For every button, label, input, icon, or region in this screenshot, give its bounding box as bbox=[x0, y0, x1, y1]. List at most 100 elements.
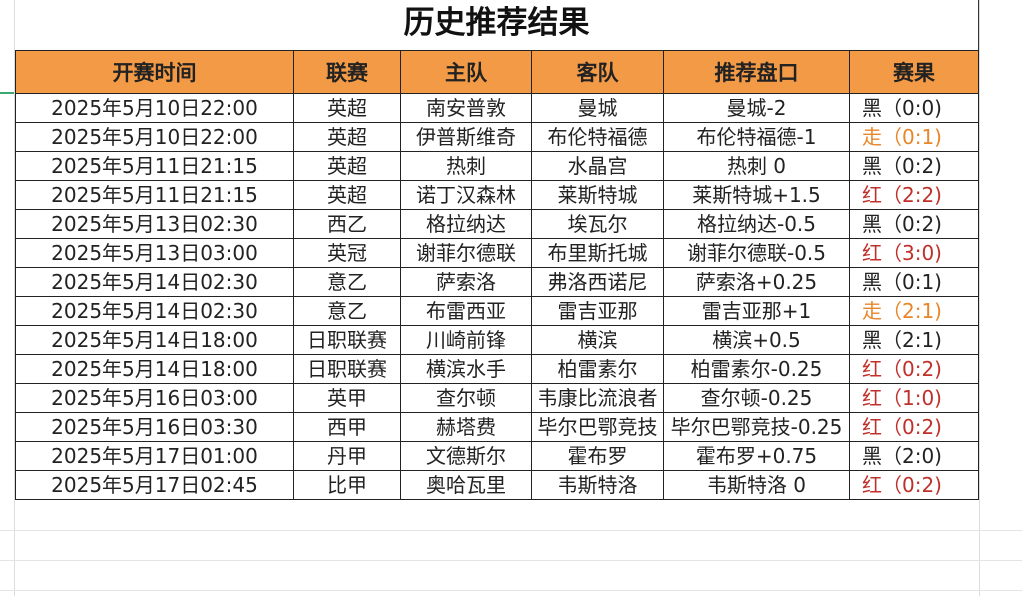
home-team-cell[interactable]: 伊普斯维奇 bbox=[400, 122, 532, 152]
home-team-cell[interactable]: 萨索洛 bbox=[400, 267, 532, 297]
result-cell[interactable]: 红（3:0) bbox=[849, 238, 979, 268]
header-result[interactable]: 赛果 bbox=[849, 50, 979, 94]
result-cell[interactable]: 红（1:0) bbox=[849, 383, 979, 413]
away-team-cell[interactable]: 水晶宫 bbox=[531, 151, 664, 181]
league-cell[interactable]: 英超 bbox=[293, 180, 401, 210]
result-cell[interactable]: 黑（0:2) bbox=[849, 209, 979, 239]
result-cell[interactable]: 黑（0:2) bbox=[849, 151, 979, 181]
pick-cell[interactable]: 谢菲尔德联-0.5 bbox=[663, 238, 850, 268]
time-cell[interactable]: 2025年5月13日02:30 bbox=[15, 209, 294, 239]
league-cell[interactable]: 西乙 bbox=[293, 209, 401, 239]
header-away[interactable]: 客队 bbox=[531, 50, 664, 94]
table-row: 2025年5月14日02:30 意乙 布雷西亚 雷吉亚那 雷吉亚那+1 走（2:1) bbox=[15, 296, 979, 326]
league-cell[interactable]: 英超 bbox=[293, 151, 401, 181]
league-cell[interactable]: 丹甲 bbox=[293, 441, 401, 471]
league-cell[interactable]: 英超 bbox=[293, 122, 401, 152]
league-cell[interactable]: 日职联赛 bbox=[293, 354, 401, 384]
home-team-cell[interactable]: 文德斯尔 bbox=[400, 441, 532, 471]
grid-line bbox=[979, 0, 980, 596]
time-cell[interactable]: 2025年5月14日18:00 bbox=[15, 354, 294, 384]
home-team-cell[interactable]: 南安普敦 bbox=[400, 93, 532, 123]
pick-cell[interactable]: 查尔顿-0.25 bbox=[663, 383, 850, 413]
result-cell[interactable]: 走（2:1) bbox=[849, 296, 979, 326]
away-team-cell[interactable]: 毕尔巴鄂竞技 bbox=[531, 412, 664, 442]
league-cell[interactable]: 意乙 bbox=[293, 296, 401, 326]
table-row: 2025年5月16日03:30 西甲 赫塔费 毕尔巴鄂竞技 毕尔巴鄂竞技-0.25 红（0… bbox=[15, 412, 979, 442]
result-cell[interactable]: 黑（0:0) bbox=[849, 93, 979, 123]
home-team-cell[interactable]: 查尔顿 bbox=[400, 383, 532, 413]
time-cell[interactable]: 2025年5月10日22:00 bbox=[15, 93, 294, 123]
away-team-cell[interactable]: 布伦特福德 bbox=[531, 122, 664, 152]
result-cell[interactable]: 黑（0:1) bbox=[849, 267, 979, 297]
pick-cell[interactable]: 布伦特福德-1 bbox=[663, 122, 850, 152]
away-team-cell[interactable]: 霍布罗 bbox=[531, 441, 664, 471]
league-cell[interactable]: 日职联赛 bbox=[293, 325, 401, 355]
pick-cell[interactable]: 毕尔巴鄂竞技-0.25 bbox=[663, 412, 850, 442]
table-row: 2025年5月10日22:00 英超 南安普敦 曼城 曼城-2 黑（0:0) bbox=[15, 93, 979, 123]
time-cell[interactable]: 2025年5月11日21:15 bbox=[15, 180, 294, 210]
away-team-cell[interactable]: 雷吉亚那 bbox=[531, 296, 664, 326]
sheet-title[interactable]: 历史推荐结果 bbox=[15, 0, 979, 50]
away-team-cell[interactable]: 柏雷素尔 bbox=[531, 354, 664, 384]
pick-cell[interactable]: 韦斯特洛 0 bbox=[663, 470, 850, 500]
away-team-cell[interactable]: 埃瓦尔 bbox=[531, 209, 664, 239]
home-team-cell[interactable]: 诺丁汉森林 bbox=[400, 180, 532, 210]
time-cell[interactable]: 2025年5月13日03:00 bbox=[15, 238, 294, 268]
result-cell[interactable]: 红（0:2) bbox=[849, 354, 979, 384]
pick-cell[interactable]: 雷吉亚那+1 bbox=[663, 296, 850, 326]
home-team-cell[interactable]: 赫塔费 bbox=[400, 412, 532, 442]
pick-cell[interactable]: 横滨+0.5 bbox=[663, 325, 850, 355]
home-team-cell[interactable]: 热刺 bbox=[400, 151, 532, 181]
home-team-cell[interactable]: 川崎前锋 bbox=[400, 325, 532, 355]
away-team-cell[interactable]: 韦康比流浪者 bbox=[531, 383, 664, 413]
result-cell[interactable]: 走（0:1) bbox=[849, 122, 979, 152]
time-cell[interactable]: 2025年5月14日02:30 bbox=[15, 267, 294, 297]
league-cell[interactable]: 比甲 bbox=[293, 470, 401, 500]
league-cell[interactable]: 意乙 bbox=[293, 267, 401, 297]
pick-cell[interactable]: 曼城-2 bbox=[663, 93, 850, 123]
time-cell[interactable]: 2025年5月14日18:00 bbox=[15, 325, 294, 355]
result-cell[interactable]: 黑（2:0) bbox=[849, 441, 979, 471]
results-table: 开赛时间 联赛 主队 客队 推荐盘口 赛果 2025年5月10日22:00 英超南… bbox=[15, 50, 979, 500]
home-team-cell[interactable]: 布雷西亚 bbox=[400, 296, 532, 326]
away-team-cell[interactable]: 莱斯特城 bbox=[531, 180, 664, 210]
pick-cell[interactable]: 霍布罗+0.75 bbox=[663, 441, 850, 471]
header-league[interactable]: 联赛 bbox=[293, 50, 401, 94]
table-row: 2025年5月11日21:15 英超 热刺 水晶宫 热刺 0 黑（0:2) bbox=[15, 151, 979, 181]
time-cell[interactable]: 2025年5月16日03:30 bbox=[15, 412, 294, 442]
time-cell[interactable]: 2025年5月16日03:00 bbox=[15, 383, 294, 413]
away-team-cell[interactable]: 布里斯托城 bbox=[531, 238, 664, 268]
league-cell[interactable]: 西甲 bbox=[293, 412, 401, 442]
league-cell[interactable]: 英超 bbox=[293, 93, 401, 123]
away-team-cell[interactable]: 弗洛西诺尼 bbox=[531, 267, 664, 297]
league-cell[interactable]: 英冠 bbox=[293, 238, 401, 268]
pick-cell[interactable]: 柏雷素尔-0.25 bbox=[663, 354, 850, 384]
result-cell[interactable]: 红（2:2) bbox=[849, 180, 979, 210]
pick-cell[interactable]: 格拉纳达-0.5 bbox=[663, 209, 850, 239]
time-cell[interactable]: 2025年5月11日21:15 bbox=[15, 151, 294, 181]
home-team-cell[interactable]: 奥哈瓦里 bbox=[400, 470, 532, 500]
header-home[interactable]: 主队 bbox=[400, 50, 532, 94]
pick-cell[interactable]: 热刺 0 bbox=[663, 151, 850, 181]
header-time[interactable]: 开赛时间 bbox=[15, 50, 294, 94]
result-cell[interactable]: 黑（2:1) bbox=[849, 325, 979, 355]
home-team-cell[interactable]: 横滨水手 bbox=[400, 354, 532, 384]
home-team-cell[interactable]: 格拉纳达 bbox=[400, 209, 532, 239]
time-cell[interactable]: 2025年5月17日02:45 bbox=[15, 470, 294, 500]
away-team-cell[interactable]: 韦斯特洛 bbox=[531, 470, 664, 500]
time-cell[interactable]: 2025年5月17日01:00 bbox=[15, 441, 294, 471]
league-cell[interactable]: 英甲 bbox=[293, 383, 401, 413]
pick-cell[interactable]: 莱斯特城+1.5 bbox=[663, 180, 850, 210]
away-team-cell[interactable]: 曼城 bbox=[531, 93, 664, 123]
table-row: 2025年5月14日02:30 意乙 萨索洛 弗洛西诺尼 萨索洛+0.25 黑（0:1) bbox=[15, 267, 979, 297]
result-cell[interactable]: 红（0:2) bbox=[849, 412, 979, 442]
result-cell[interactable]: 红（0:2) bbox=[849, 470, 979, 500]
pick-cell[interactable]: 萨索洛+0.25 bbox=[663, 267, 850, 297]
home-team-cell[interactable]: 谢菲尔德联 bbox=[400, 238, 532, 268]
time-cell[interactable]: 2025年5月14日02:30 bbox=[15, 296, 294, 326]
away-team-cell[interactable]: 横滨 bbox=[531, 325, 664, 355]
table-row: 2025年5月14日18:00 日职联赛 川崎前锋 横滨 横滨+0.5 黑（2:1) bbox=[15, 325, 979, 355]
header-pick[interactable]: 推荐盘口 bbox=[663, 50, 850, 94]
time-cell[interactable]: 2025年5月10日22:00 bbox=[15, 122, 294, 152]
table-row: 2025年5月17日02:45 比甲 奥哈瓦里 韦斯特洛 韦斯特洛 0 红（0:2) bbox=[15, 470, 979, 500]
